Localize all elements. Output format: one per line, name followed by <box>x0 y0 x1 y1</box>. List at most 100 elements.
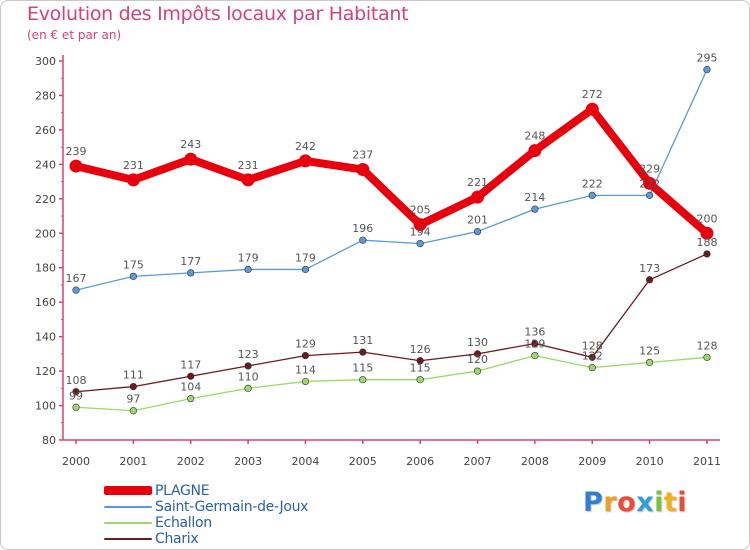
data-point <box>359 236 367 244</box>
logo-letter: P <box>583 487 604 518</box>
x-tick-label: 2003 <box>234 455 262 468</box>
data-label: 179 <box>295 251 316 264</box>
data-label: 129 <box>524 338 545 351</box>
data-point <box>244 384 252 392</box>
series-line-echallon <box>75 354 708 412</box>
data-point <box>531 339 539 348</box>
y-tick-label: 200 <box>35 227 56 240</box>
logo-letter: x <box>636 487 655 518</box>
legend-label-echallon: Echallon <box>155 515 212 531</box>
data-point <box>703 353 711 361</box>
proxiti-logo: Proxiti <box>583 487 687 518</box>
legend-label-saint-germain-de-joux: Saint-Germain-de-Joux <box>155 499 309 515</box>
data-label: 188 <box>696 236 717 249</box>
data-point <box>473 350 482 358</box>
data-label: 120 <box>467 353 488 366</box>
data-label: 125 <box>639 344 660 357</box>
logo-letter: t <box>663 487 678 518</box>
data-label: 214 <box>524 191 545 204</box>
data-label: 229 <box>639 162 660 175</box>
logo-letter: o <box>617 487 637 518</box>
data-point <box>528 144 542 158</box>
legend-swatch-charix <box>104 538 152 540</box>
data-label: 272 <box>582 88 603 101</box>
data-point <box>187 269 195 277</box>
y-tick-label: 180 <box>35 262 56 275</box>
data-point <box>645 276 654 284</box>
legend-label-plagne: PLAGNE <box>155 483 210 499</box>
data-point <box>531 205 539 213</box>
data-point <box>416 376 424 384</box>
data-label: 243 <box>180 138 201 151</box>
x-tick-label: 2009 <box>578 455 606 468</box>
chart-subtitle: (en € et par an) <box>27 28 122 42</box>
y-tick-label: 100 <box>35 400 56 413</box>
data-label: 205 <box>410 204 431 217</box>
data-label: 222 <box>582 177 603 190</box>
data-label: 173 <box>639 262 660 275</box>
data-point <box>241 173 255 187</box>
data-point <box>471 190 485 204</box>
y-tick-label: 120 <box>35 365 56 378</box>
data-point <box>184 152 198 166</box>
data-label: 123 <box>238 348 259 361</box>
y-tick-label: 280 <box>35 89 56 102</box>
series-line-charix <box>75 253 708 393</box>
data-label: 115 <box>352 362 373 375</box>
data-label: 108 <box>66 374 87 387</box>
data-label: 99 <box>69 389 83 402</box>
data-label: 179 <box>238 251 259 264</box>
data-label: 115 <box>410 362 431 375</box>
logo-letter: r <box>603 487 618 518</box>
x-tick-label: 2011 <box>693 455 721 468</box>
data-point <box>72 286 80 294</box>
data-point <box>588 191 596 199</box>
data-point <box>69 159 83 173</box>
data-label: 114 <box>295 363 316 376</box>
data-point <box>129 382 137 391</box>
y-tick-label: 160 <box>35 296 56 309</box>
y-tick-label: 240 <box>35 158 56 171</box>
x-tick-label: 2006 <box>406 455 434 468</box>
data-label: 237 <box>352 149 373 162</box>
data-point <box>72 403 80 411</box>
series-line-saint-germain-de-joux <box>75 68 708 291</box>
legend-swatch-plagne <box>104 486 152 495</box>
y-tick-label: 140 <box>35 331 56 344</box>
data-label: 200 <box>696 212 717 225</box>
data-point <box>301 265 310 274</box>
data-point <box>416 240 424 248</box>
y-tick-label: 260 <box>35 124 56 137</box>
chart-title: Evolution des Impôts locaux par Habitant <box>27 3 409 25</box>
data-point <box>359 376 367 384</box>
data-point <box>531 351 539 360</box>
data-point <box>126 173 140 187</box>
data-point <box>301 351 310 360</box>
logo-letter: i <box>677 487 688 518</box>
data-label: 117 <box>180 358 201 371</box>
series-line-plagne <box>72 105 711 238</box>
data-label: 196 <box>352 222 373 235</box>
data-label: 110 <box>238 370 259 383</box>
data-label: 239 <box>66 145 87 158</box>
data-point <box>129 407 137 415</box>
data-point <box>301 377 310 386</box>
data-point <box>187 372 195 380</box>
data-point <box>703 66 711 74</box>
data-label: 231 <box>238 159 259 172</box>
data-point <box>416 357 424 365</box>
x-tick-label: 2007 <box>464 455 492 468</box>
data-label: 128 <box>696 339 717 352</box>
data-point <box>473 367 482 375</box>
x-tick-label: 2002 <box>177 455 205 468</box>
data-label: 222 <box>639 177 660 190</box>
data-point <box>413 218 427 232</box>
data-label: 111 <box>123 369 144 382</box>
data-point <box>72 388 80 396</box>
data-point <box>356 163 370 177</box>
data-point <box>645 191 654 199</box>
data-label: 122 <box>582 350 603 363</box>
data-point <box>129 272 137 280</box>
y-tick-label: 300 <box>35 55 56 68</box>
